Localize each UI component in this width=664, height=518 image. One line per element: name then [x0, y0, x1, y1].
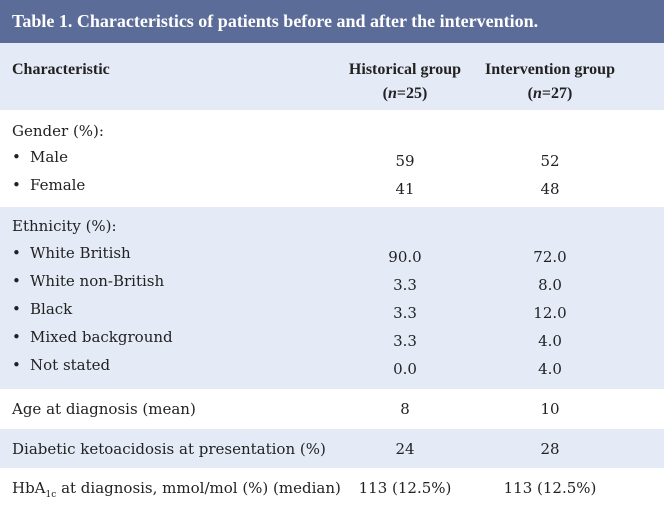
intervention-value: 28 — [540, 440, 560, 458]
dka-row: Diabetic ketoacidosis at presentation (%… — [0, 429, 664, 468]
intervention-value: 4.0 — [538, 360, 562, 378]
bullet-mark: • — [12, 244, 21, 262]
historical-value: 3.3 — [393, 332, 417, 350]
bullet-mark: • — [12, 176, 21, 194]
gender-section: Gender (%): • Male 59 52 • Female 41 48 — [0, 110, 664, 207]
gender-label: Gender (%): — [12, 122, 104, 140]
hba1c-row: HbA1c at diagnosis, mmol/mol (%) (median… — [0, 468, 664, 510]
table-row: • Female — [12, 176, 85, 194]
intervention-value: 10 — [540, 400, 560, 418]
hba1c-label-subscript: 1c — [45, 490, 57, 500]
column-header-intervention: Intervention group — [485, 61, 615, 78]
row-label: White British — [30, 244, 131, 262]
column-header-historical-n: (n=25) — [382, 85, 428, 102]
row-label: Female — [30, 176, 86, 194]
row-label: Age at diagnosis (mean) — [12, 400, 196, 418]
row-label: Black — [30, 300, 73, 318]
row-label: Male — [30, 148, 68, 166]
row-label: Not stated — [30, 356, 111, 374]
table-header-row: Characteristic Historical group (n=25) I… — [0, 43, 664, 110]
historical-value: 3.3 — [393, 304, 417, 322]
bullet-mark: • — [12, 272, 21, 290]
row-label: Mixed background — [30, 328, 173, 346]
hba1c-label-prefix: HbA — [12, 479, 46, 497]
bullet-mark: • — [12, 328, 21, 346]
table-row: • Black — [12, 300, 72, 318]
historical-value: 113 (12.5%) — [358, 479, 452, 497]
historical-value: 3.3 — [393, 276, 417, 294]
ethnicity-section: Ethnicity (%): • White British 90.0 72.0 … — [0, 207, 664, 389]
intervention-value: 72.0 — [533, 248, 567, 266]
row-label: White non-British — [30, 272, 165, 290]
historical-value: 0.0 — [393, 360, 417, 378]
intervention-value: 12.0 — [533, 304, 567, 322]
table-row: • Male — [12, 148, 68, 166]
table-row: • White British — [12, 244, 131, 262]
ethnicity-label: Ethnicity (%): — [12, 217, 117, 235]
historical-value: 8 — [400, 400, 410, 418]
bullet-mark: • — [12, 356, 21, 374]
table-row: • Not stated — [12, 356, 110, 374]
table-title: Table 1. Characteristics of patients bef… — [0, 0, 664, 43]
historical-value: 24 — [395, 440, 415, 458]
column-header-historical: Historical group — [348, 61, 462, 78]
column-header-intervention-n: (n=27) — [527, 85, 573, 102]
intervention-value: 113 (12.5%) — [503, 479, 597, 497]
intervention-value: 48 — [540, 180, 560, 198]
historical-value: 41 — [395, 180, 415, 198]
intervention-value: 4.0 — [538, 332, 562, 350]
row-label: HbA1c at diagnosis, mmol/mol (%) (median… — [12, 479, 341, 500]
table-row: • White non-British — [12, 272, 164, 290]
table-row: • Mixed background — [12, 328, 173, 346]
historical-value: 59 — [395, 152, 415, 170]
intervention-value: 52 — [540, 152, 560, 170]
historical-value: 90.0 — [388, 248, 422, 266]
row-label: Diabetic ketoacidosis at presentation (%… — [12, 440, 326, 458]
bullet-mark: • — [12, 300, 21, 318]
hba1c-label-suffix: at diagnosis, mmol/mol (%) (median) — [56, 479, 341, 497]
intervention-value: 8.0 — [538, 276, 562, 294]
column-header-characteristic: Characteristic — [12, 61, 110, 78]
age-row: Age at diagnosis (mean) 8 10 — [0, 389, 664, 429]
bullet-mark: • — [12, 148, 21, 166]
